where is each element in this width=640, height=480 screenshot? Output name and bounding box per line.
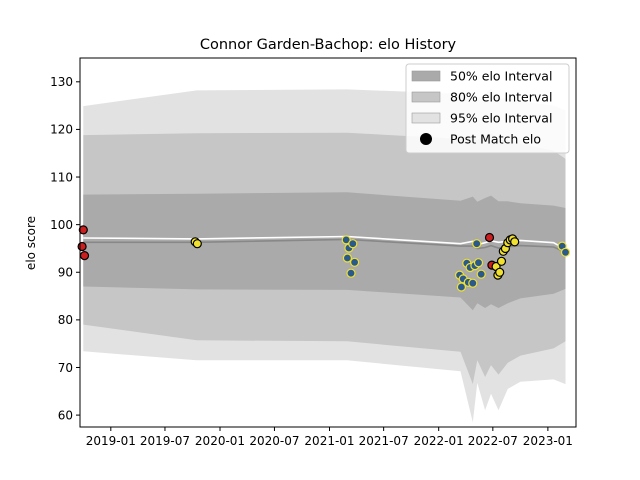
legend-label-1: 80% elo Interval xyxy=(450,90,552,105)
x-tick-label: 2022-01 xyxy=(414,434,464,448)
data-point-19 xyxy=(472,239,482,249)
legend-swatch-0 xyxy=(411,70,441,82)
x-tick-label: 2019-01 xyxy=(86,434,136,448)
data-point-5 xyxy=(341,235,351,245)
data-point-1 xyxy=(78,225,88,235)
legend: 50% elo Interval 80% elo Interval 95% elo … xyxy=(405,63,570,154)
data-point-17 xyxy=(468,278,478,288)
y-tick-label: 120 xyxy=(50,123,73,137)
band-50 xyxy=(83,192,566,311)
x-axis: 2019-01 2019-07 2020-01 2020-07 2021-01 2021-… xyxy=(86,427,573,448)
y-tick-label: 60 xyxy=(58,408,73,422)
y-tick-label: 130 xyxy=(50,75,73,89)
legend-label-2: 95% elo Interval xyxy=(450,111,552,126)
x-tick-label: 2022-07 xyxy=(468,434,518,448)
data-point-10 xyxy=(350,257,360,267)
data-point-26 xyxy=(495,267,505,277)
legend-swatch-1 xyxy=(411,91,441,103)
legend-box xyxy=(405,63,570,154)
x-tick-label: 2020-01 xyxy=(195,434,245,448)
x-tick-label: 2023-01 xyxy=(523,434,573,448)
data-point-27 xyxy=(496,256,507,266)
y-tick-label: 100 xyxy=(50,218,73,232)
y-axis-label: elo score xyxy=(24,216,38,270)
data-point-4 xyxy=(192,239,202,249)
data-point-9 xyxy=(348,239,358,249)
y-tick-label: 90 xyxy=(58,266,73,280)
data-point-21 xyxy=(476,269,486,279)
y-tick-label: 70 xyxy=(58,361,73,375)
interval-bands xyxy=(83,88,566,423)
data-point-33 xyxy=(510,237,520,247)
data-point-20 xyxy=(473,258,484,268)
data-point-35 xyxy=(560,247,571,257)
data-point-22 xyxy=(484,232,495,243)
chart-title: Connor Garden-Bachop: elo History xyxy=(200,37,457,53)
data-point-6 xyxy=(342,253,352,263)
data-point-0 xyxy=(77,241,87,252)
data-point-8 xyxy=(346,268,356,278)
x-tick-label: 2021-07 xyxy=(359,434,409,448)
y-axis: 60 70 80 90 100 110 120 130 xyxy=(50,75,80,422)
x-tick-label: 2021-01 xyxy=(304,434,354,448)
x-tick-label: 2019-07 xyxy=(140,434,190,448)
data-point-2 xyxy=(79,251,90,261)
legend-swatch-2 xyxy=(411,112,441,124)
plot-frame xyxy=(79,57,577,428)
y-tick-label: 80 xyxy=(58,313,73,327)
post-match-points xyxy=(77,225,571,292)
y-tick-label: 110 xyxy=(50,170,73,184)
legend-label-3: Post Match elo xyxy=(450,132,541,147)
x-tick-label: 2020-07 xyxy=(249,434,299,448)
legend-label-0: 50% elo Interval xyxy=(450,69,552,84)
legend-marker xyxy=(420,133,432,145)
